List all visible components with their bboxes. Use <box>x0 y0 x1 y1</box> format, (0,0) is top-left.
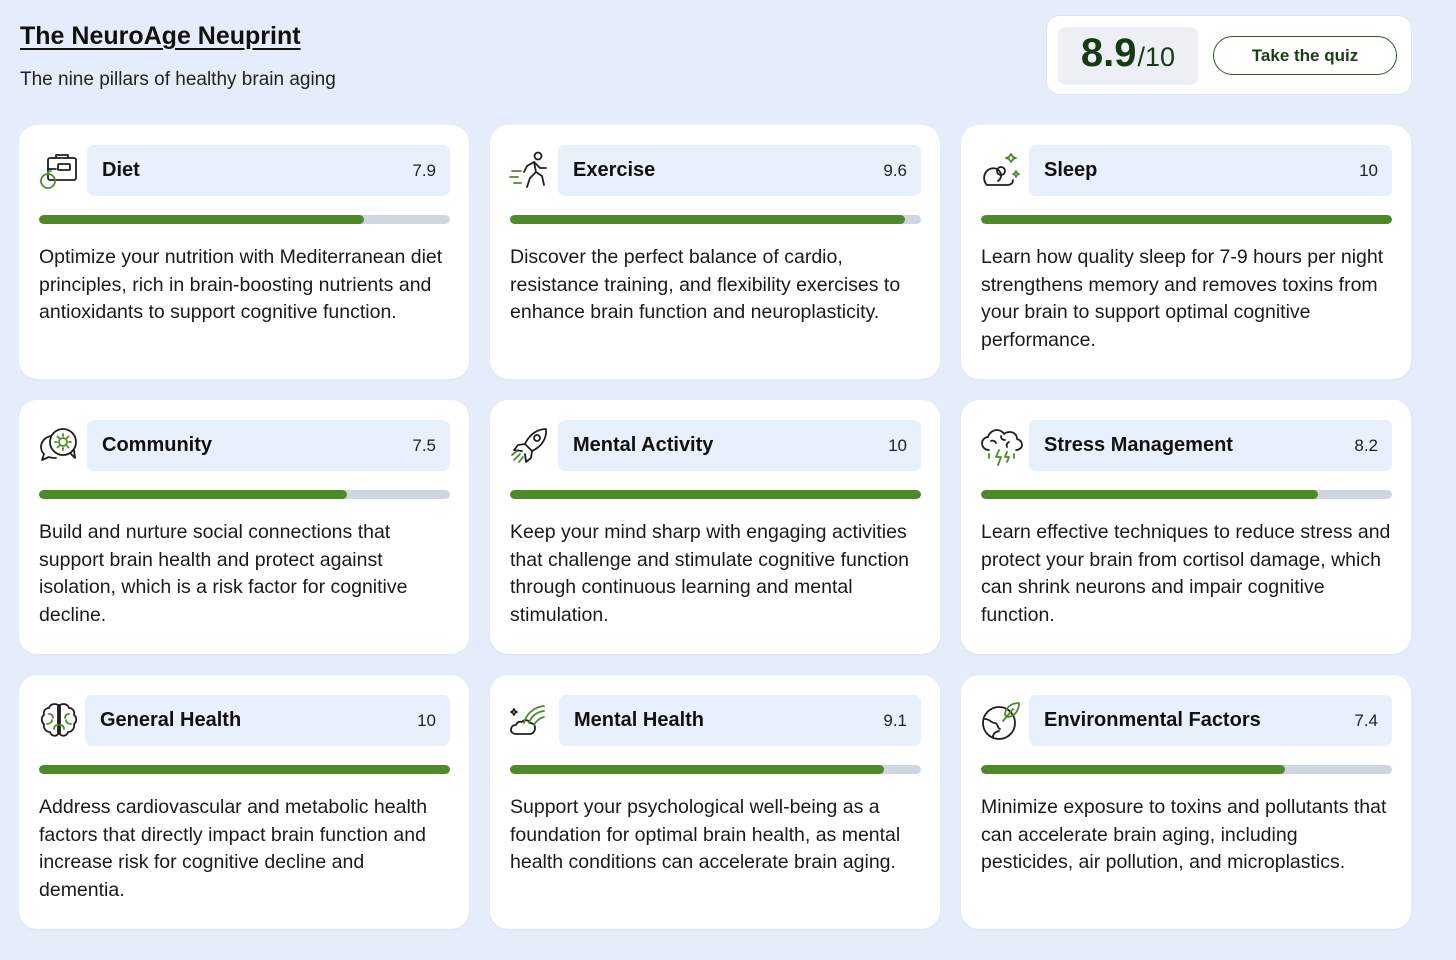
overall-score-panel: 8.9 /10 Take the quiz <box>1046 15 1412 95</box>
pillar-header: Community 7.5 <box>87 420 450 471</box>
pillar-header: Sleep 10 <box>1029 145 1392 196</box>
pillar-header: Stress Management 8.2 <box>1029 420 1392 471</box>
pillar-score: 9.1 <box>883 710 907 730</box>
rocket-icon <box>508 424 552 468</box>
pillar-progress-bar <box>510 490 921 499</box>
take-quiz-button[interactable]: Take the quiz <box>1213 36 1397 75</box>
pillar-score: 7.5 <box>412 435 436 455</box>
pillar-name: Exercise <box>573 159 656 181</box>
pillar-progress-bar <box>981 490 1392 499</box>
overall-score-badge: 8.9 /10 <box>1058 27 1198 85</box>
pillar-progress-fill <box>39 765 450 774</box>
pillar-progress-fill <box>981 215 1392 224</box>
pillar-score: 10 <box>417 710 436 730</box>
pillar-name: Environmental Factors <box>1044 709 1261 731</box>
pillar-name: Community <box>102 434 212 456</box>
pillar-description: Learn effective techniques to reduce str… <box>981 521 1391 626</box>
pillar-card-general-health[interactable]: General Health 10 Address cardiovascular… <box>19 675 469 929</box>
pillar-progress-fill <box>981 765 1286 774</box>
pillar-score: 10 <box>888 435 907 455</box>
pillar-description: Support your psychological well-being as… <box>510 796 901 873</box>
overall-score-denominator: /10 <box>1137 42 1176 72</box>
pillar-description: Learn how quality sleep for 7-9 hours pe… <box>981 246 1384 351</box>
page-header: The NeuroAge Neuprint The nine pillars o… <box>20 22 336 91</box>
overall-score-value: 8.9 <box>1080 31 1137 75</box>
pillar-progress-fill <box>510 215 905 224</box>
pillar-progress-bar <box>39 490 450 499</box>
pillar-card-mental-health[interactable]: Mental Health 9.1 Support your psycholog… <box>490 675 940 929</box>
pillar-progress-fill <box>510 490 921 499</box>
pillar-score: 9.6 <box>883 160 907 180</box>
pillar-progress-fill <box>981 490 1319 499</box>
page-title[interactable]: The NeuroAge Neuprint <box>20 22 301 50</box>
pillar-name: Mental Activity <box>573 434 714 456</box>
pillar-header: Environmental Factors 7.4 <box>1029 695 1392 746</box>
pillar-card-sleep[interactable]: Sleep 10 Learn how quality sleep for 7-9… <box>961 125 1411 379</box>
pillar-header: Mental Activity 10 <box>558 420 921 471</box>
page-subtitle: The nine pillars of healthy brain aging <box>20 69 336 90</box>
pillar-name: Sleep <box>1044 159 1098 181</box>
rainbow-cloud-icon <box>508 699 552 743</box>
pillar-header: General Health 10 <box>85 695 450 746</box>
pillar-card-mental-activity[interactable]: Mental Activity 10 Keep your mind sharp … <box>490 400 940 654</box>
globe-leaf-icon <box>979 699 1023 743</box>
lunchbox-apple-icon <box>37 149 81 193</box>
pillar-name: Mental Health <box>574 709 705 731</box>
pillar-card-diet[interactable]: Diet 7.9 Optimize your nutrition with Me… <box>19 125 469 379</box>
runner-icon <box>508 149 552 193</box>
sleeping-person-icon <box>979 149 1023 193</box>
storm-brain-icon <box>979 424 1023 468</box>
pillar-score: 7.9 <box>412 160 436 180</box>
pillar-header: Mental Health 9.1 <box>559 695 921 746</box>
pillar-progress-bar <box>39 215 450 224</box>
pillar-name: Stress Management <box>1044 434 1233 456</box>
pillar-description: Address cardiovascular and metabolic hea… <box>39 796 428 901</box>
pillar-progress-bar <box>981 765 1392 774</box>
pillar-card-stress-management[interactable]: Stress Management 8.2 Learn effective te… <box>961 400 1411 654</box>
pillar-description: Keep your mind sharp with engaging activ… <box>510 521 909 626</box>
pillar-score: 8.2 <box>1354 435 1378 455</box>
pillar-score: 7.4 <box>1354 710 1378 730</box>
pillar-header: Diet 7.9 <box>87 145 450 196</box>
pillar-progress-fill <box>39 490 348 499</box>
pillar-progress-fill <box>510 765 884 774</box>
pillar-progress-bar <box>510 765 921 774</box>
pillar-progress-fill <box>39 215 364 224</box>
pillar-progress-bar <box>39 765 450 774</box>
brain-icon <box>37 699 81 743</box>
pillar-name: General Health <box>100 709 242 731</box>
pillar-header: Exercise 9.6 <box>558 145 921 196</box>
pillar-score: 10 <box>1359 160 1378 180</box>
pillar-card-community[interactable]: Community 7.5 Build and nurture social c… <box>19 400 469 654</box>
chat-bubbles-icon <box>37 424 81 468</box>
pillar-description: Build and nurture social connections tha… <box>39 521 408 626</box>
pillar-description: Optimize your nutrition with Mediterrane… <box>39 246 443 323</box>
pillar-name: Diet <box>102 159 140 181</box>
pillar-card-environmental-factors[interactable]: Environmental Factors 7.4 Minimize expos… <box>961 675 1411 929</box>
pillar-description: Minimize exposure to toxins and pollutan… <box>981 796 1387 873</box>
pillar-card-exercise[interactable]: Exercise 9.6 Discover the perfect balanc… <box>490 125 940 379</box>
pillar-progress-bar <box>510 215 921 224</box>
pillar-description: Discover the perfect balance of cardio, … <box>510 246 901 323</box>
pillar-progress-bar <box>981 215 1392 224</box>
